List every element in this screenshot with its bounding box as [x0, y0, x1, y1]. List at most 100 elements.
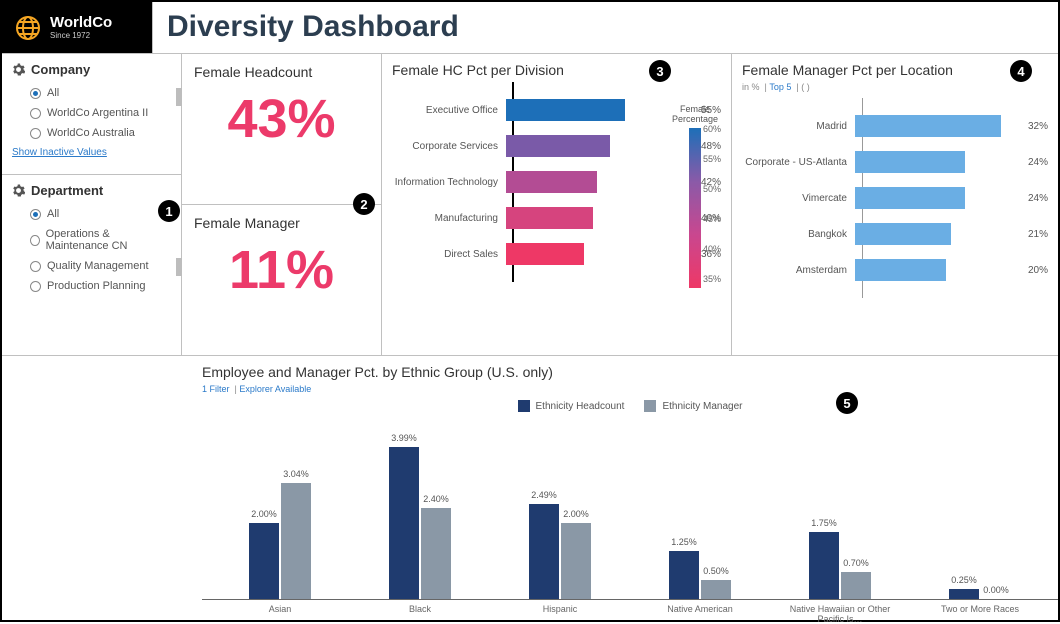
bar-label: Direct Sales — [394, 249, 506, 260]
xaxis-label: Hispanic — [502, 604, 618, 624]
radio-icon[interactable] — [30, 235, 40, 246]
location-panel: 4 Female Manager Pct per Location in % |… — [732, 54, 1058, 355]
explorer-link[interactable]: Explorer Available — [239, 384, 311, 394]
company-option[interactable]: All — [12, 83, 171, 103]
location-chart: Madrid32% Corporate - US-Atlanta24% Vimerc… — [862, 98, 1048, 298]
department-label: Department — [31, 183, 103, 198]
bar-value-label: 2.49% — [531, 490, 557, 500]
gear-icon — [12, 184, 25, 197]
company-option[interactable]: WorldCo Argentina II — [12, 103, 171, 123]
legend-swatch — [518, 400, 530, 412]
callout-3: 3 — [649, 60, 671, 82]
sub-left: in % — [742, 82, 760, 92]
bar-label: Vimercate — [743, 193, 855, 204]
radio-label: Quality Management — [47, 260, 149, 272]
bar-value-label: 0.25% — [951, 575, 977, 585]
panel-title: Female Manager Pct per Location — [742, 62, 1048, 78]
bar-label: Madrid — [743, 121, 855, 132]
gradient-legend: Female Percentage 60%55%50%45%40%35% — [669, 104, 721, 288]
panel-sublinks: 1 Filter | Explorer Available — [202, 384, 1058, 394]
bar-headcount: 3.99% — [389, 447, 419, 599]
gradient-tick: 55% — [703, 154, 721, 164]
callout-4: 4 — [1010, 60, 1032, 82]
bar-label: Manufacturing — [394, 213, 506, 224]
kpi-value: 11% — [194, 235, 369, 305]
bar-value-label: 0.50% — [703, 566, 729, 576]
department-option[interactable]: Operations & Maintenance CN — [12, 224, 171, 256]
bar-group: 2.49% 2.00% — [502, 504, 618, 599]
top-grid: Company AllWorldCo Argentina IIWorldCo A… — [2, 54, 1058, 356]
bar-label: Executive Office — [394, 105, 506, 116]
location-bar-row: Corporate - US-Atlanta24% — [863, 148, 1048, 176]
xaxis-label: Native American — [642, 604, 758, 624]
kpi-title: Female Headcount — [194, 64, 369, 80]
bar-headcount: 2.00% — [249, 523, 279, 599]
legend-label: Ethnicity Manager — [662, 401, 742, 412]
bar-value: 24% — [1028, 193, 1048, 204]
gradient-tick: 40% — [703, 244, 721, 254]
kpi-column: Female Headcount 43% 2 Female Manager 11… — [182, 54, 382, 355]
radio-label: WorldCo Argentina II — [47, 107, 148, 119]
radio-icon[interactable] — [30, 209, 41, 220]
bar-label: Corporate Services — [394, 141, 506, 152]
location-bar-row: Vimercate24% — [863, 184, 1048, 212]
legend-label: Ethnicity Headcount — [536, 401, 625, 412]
radio-label: Operations & Maintenance CN — [46, 228, 171, 252]
bar-fill — [855, 259, 946, 281]
panel-title: Employee and Manager Pct. by Ethnic Grou… — [202, 364, 1058, 380]
department-option[interactable]: Quality Management — [12, 256, 171, 276]
radio-label: WorldCo Australia — [47, 127, 135, 139]
legend-title: Female Percentage — [669, 104, 721, 124]
bar-value-label: 0.70% — [843, 558, 869, 568]
department-option[interactable]: All — [12, 204, 171, 224]
xaxis-label: Native Hawaiian or Other Pacific Is… — [782, 604, 898, 624]
radio-icon[interactable] — [30, 261, 41, 272]
bar-fill — [506, 171, 597, 193]
top5-link[interactable]: Top 5 — [769, 82, 791, 92]
gradient-tick: 45% — [703, 214, 721, 224]
bar-value: 20% — [1028, 265, 1048, 276]
bar-fill — [855, 223, 951, 245]
radio-icon[interactable] — [30, 88, 41, 99]
callout-5: 5 — [836, 392, 858, 414]
location-bar-row: Bangkok21% — [863, 220, 1048, 248]
bar-value: 21% — [1028, 229, 1048, 240]
bar-label: Amsterdam — [743, 265, 855, 276]
legend-swatch — [644, 400, 656, 412]
kpi-female-manager: 2 Female Manager 11% — [182, 205, 381, 355]
bar-headcount: 0.25% — [949, 589, 979, 599]
division-panel: 3 Female HC Pct per Division Executive O… — [382, 54, 732, 355]
bar-label: Corporate - US-Atlanta — [743, 157, 855, 168]
company-option[interactable]: WorldCo Australia — [12, 123, 171, 143]
location-bar-row: Amsterdam20% — [863, 256, 1048, 284]
bar-group: 1.25%0.50% — [642, 551, 758, 599]
brand-block: WorldCo Since 1972 — [2, 2, 152, 53]
bar-value-label: 2.00% — [563, 509, 589, 519]
department-option[interactable]: Production Planning — [12, 276, 171, 296]
radio-icon[interactable] — [30, 128, 41, 139]
globe-icon — [14, 14, 42, 42]
brand-sub: Since 1972 — [50, 32, 112, 40]
bar-value-label: 1.75% — [811, 518, 837, 528]
bar-manager: 3.04% — [281, 483, 311, 599]
sub-right: ( ) — [801, 82, 810, 92]
radio-icon[interactable] — [30, 108, 41, 119]
xaxis-label: Two or More Races — [922, 604, 1038, 624]
bar-group: 1.75%0.70% — [782, 532, 898, 599]
radio-icon[interactable] — [30, 281, 41, 292]
show-inactive-link[interactable]: Show Inactive Values — [12, 147, 107, 158]
bar-label: Bangkok — [743, 229, 855, 240]
bar-value-label: 1.25% — [671, 537, 697, 547]
filter-link[interactable]: 1 Filter — [202, 384, 230, 394]
location-bar-row: Madrid32% — [863, 112, 1048, 140]
header: WorldCo Since 1972 Diversity Dashboard — [2, 2, 1058, 54]
bar-value-label: 2.00% — [251, 509, 277, 519]
bar-headcount: 2.49% — [529, 504, 559, 599]
bar-group: 0.25%0.00% — [922, 589, 1038, 599]
gradient-tick: 35% — [703, 274, 721, 284]
ethnic-legend: Ethnicity Headcount Ethnicity Manager — [202, 400, 1058, 412]
ethnic-xaxis: AsianBlackHispanicNative AmericanNative … — [202, 600, 1058, 624]
bar-value: 24% — [1028, 157, 1048, 168]
ethnic-chart: 2.00%3.04%3.99%2.40%2.49%2.00%1.25%0.50%… — [202, 420, 1058, 600]
bar-fill — [506, 207, 593, 229]
